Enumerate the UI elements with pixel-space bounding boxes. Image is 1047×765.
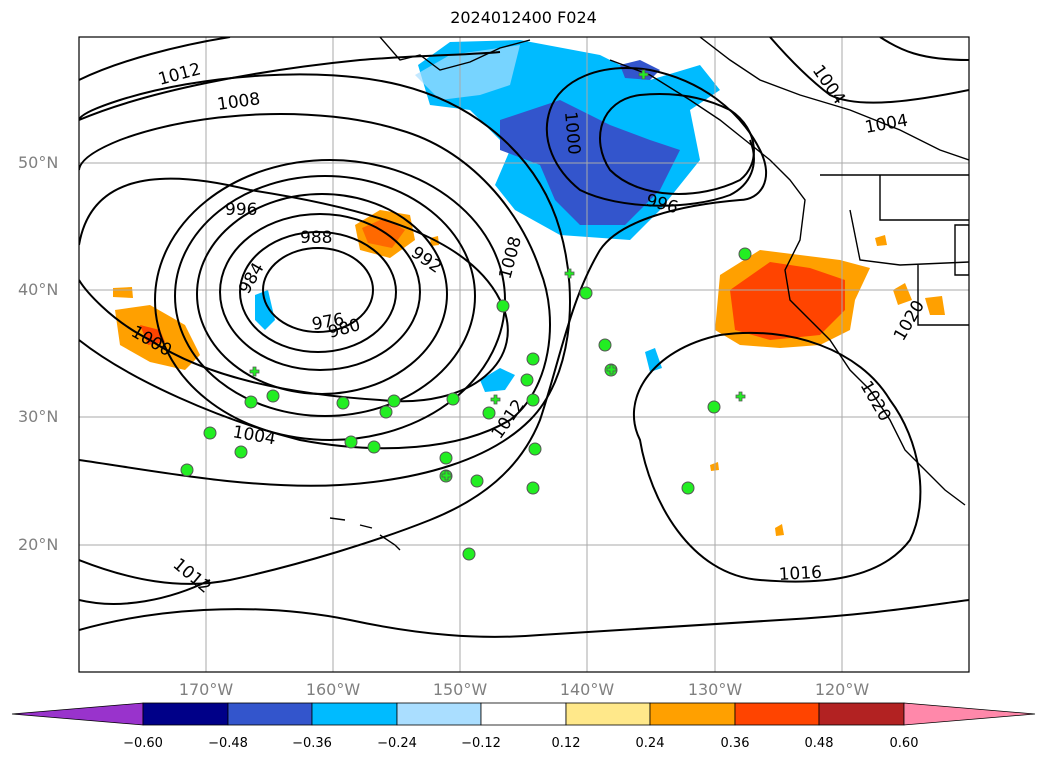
colorbar-extend-low [11, 702, 144, 726]
lon-label: 140°W [559, 680, 615, 699]
lon-label: 150°W [432, 680, 488, 699]
colorbar-tick: −0.48 [208, 736, 248, 751]
lon-label: 130°W [687, 680, 743, 699]
lat-label: 30°N [18, 407, 59, 426]
contour-label: 1004 [231, 422, 277, 449]
lon-label: 120°W [814, 680, 870, 699]
station-markers [180, 69, 752, 561]
lat-label: 20°N [18, 535, 59, 554]
contour-label: 1020 [856, 378, 895, 425]
contour-label: 1012 [169, 555, 215, 598]
lon-label: 170°W [178, 680, 234, 699]
contour-label: 1008 [216, 89, 262, 115]
isobars [79, 37, 969, 638]
colorbar-tick: −0.36 [292, 736, 332, 751]
colorbar-tick: −0.12 [461, 736, 501, 751]
contour-label: 992 [407, 243, 445, 278]
colorbar-tick: 0.12 [551, 736, 581, 751]
contour-label: 1016 [778, 563, 822, 585]
lat-label: 50°N [18, 153, 59, 172]
colorbar-segment [565, 702, 651, 726]
negative-shading [255, 40, 720, 392]
lat-label: 40°N [18, 280, 59, 299]
colorbar-segment [649, 702, 736, 726]
contour-label: 1000 [560, 111, 584, 156]
colorbar-tick: −0.24 [377, 736, 417, 751]
coastlines [329, 37, 969, 551]
map-frame [78, 36, 970, 673]
colorbar-tick: 0.48 [804, 736, 834, 751]
colorbar-segment [227, 702, 313, 726]
positive-shading [113, 210, 945, 536]
colorbar-segment [480, 702, 567, 726]
colorbar-tick: −0.60 [123, 736, 163, 751]
colorbar-segment [311, 702, 398, 726]
contour-label: 1004 [863, 111, 909, 138]
colorbar-segment [142, 702, 229, 726]
colorbar [11, 702, 1036, 726]
colorbar-segment [734, 702, 820, 726]
colorbar-extend-high [903, 702, 1036, 726]
map-title: 2024012400 F024 [450, 8, 597, 27]
lon-label: 160°W [305, 680, 361, 699]
contour-label: 988 [300, 228, 332, 248]
gridlines [79, 37, 969, 672]
colorbar-tick: 0.24 [635, 736, 665, 751]
contour-label: 1008 [496, 234, 527, 281]
contour-label: 996 [225, 200, 257, 220]
colorbar-segment [818, 702, 905, 726]
colorbar-segment [396, 702, 482, 726]
colorbar-tick: 0.36 [720, 736, 750, 751]
colorbar-tick: 0.60 [889, 736, 919, 751]
contour-label: 1020 [890, 297, 929, 344]
contour-label: 1004 [808, 61, 849, 108]
